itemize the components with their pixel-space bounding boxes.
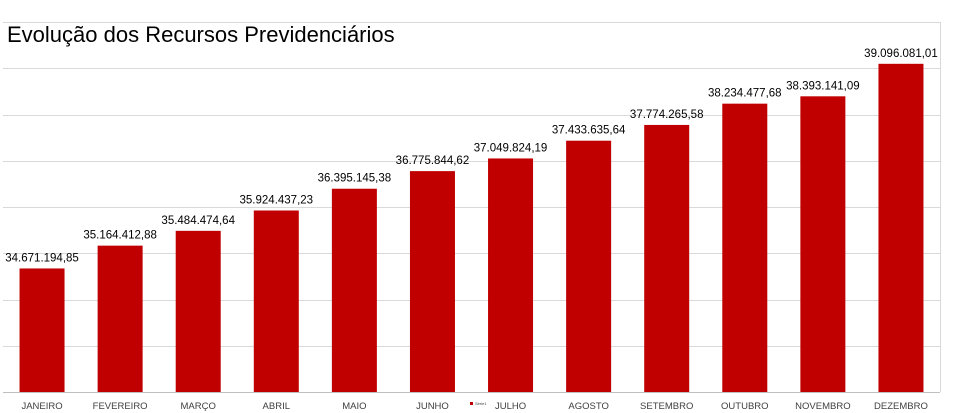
bar bbox=[331, 188, 377, 392]
data-label: 37.774.265,58 bbox=[630, 109, 704, 121]
bar bbox=[488, 158, 534, 392]
data-label: 37.049.824,19 bbox=[474, 142, 548, 154]
bar bbox=[19, 268, 65, 392]
category-tick-label: OUTUBRO bbox=[721, 401, 769, 412]
legend: Série1 bbox=[470, 401, 487, 406]
category-tick-label: AGOSTO bbox=[568, 401, 608, 412]
bar bbox=[97, 245, 143, 392]
bar bbox=[409, 171, 455, 392]
category-tick-label: ABRIL bbox=[263, 401, 290, 412]
bar bbox=[722, 103, 768, 393]
category-tick-label: SETEMBRO bbox=[640, 401, 693, 412]
data-label: 35.484.474,64 bbox=[161, 215, 235, 227]
category-tick-label: DEZEMBRO bbox=[874, 401, 928, 412]
category-axis: JANEIRO FEVEREIRO MARÇO ABRIL MAIO JUNHO JULHO… bbox=[21, 401, 927, 412]
data-label: 39.096.081,01 bbox=[864, 48, 938, 60]
data-label: 37.433.635,64 bbox=[552, 125, 626, 137]
category-tick-label: MAIO bbox=[342, 401, 366, 412]
category-tick-label: NOVEMBRO bbox=[795, 401, 850, 412]
bar bbox=[878, 63, 924, 393]
category-tick-label: MARÇO bbox=[181, 401, 216, 412]
category-tick-label: FEVEREIRO bbox=[93, 401, 148, 412]
data-label: 38.393.141,09 bbox=[786, 80, 860, 92]
category-tick-label: JUNHO bbox=[416, 401, 449, 412]
bar bbox=[253, 210, 299, 392]
category-tick-label: JANEIRO bbox=[21, 401, 62, 412]
bar bbox=[175, 230, 221, 392]
category-tick-label: JULHO bbox=[495, 401, 526, 412]
bars bbox=[19, 63, 924, 393]
gridlines bbox=[3, 22, 941, 393]
chart-title: Evolução dos Recursos Previdenciários bbox=[7, 22, 395, 47]
bar bbox=[644, 124, 690, 392]
data-label: 38.234.477,68 bbox=[708, 88, 782, 100]
data-labels: 34.671.194,85 35.164.412,88 35.484.474,64 3… bbox=[5, 48, 937, 265]
legend-label: Série1 bbox=[475, 401, 487, 406]
data-label: 35.164.412,88 bbox=[83, 230, 157, 242]
bar bbox=[566, 140, 612, 392]
data-label: 36.395.145,38 bbox=[318, 173, 392, 185]
legend-swatch bbox=[470, 402, 473, 406]
data-label: 36.775.844,62 bbox=[396, 155, 470, 167]
data-label: 35.924.437,23 bbox=[240, 194, 314, 206]
data-label: 34.671.194,85 bbox=[5, 252, 79, 264]
bar bbox=[800, 96, 846, 392]
